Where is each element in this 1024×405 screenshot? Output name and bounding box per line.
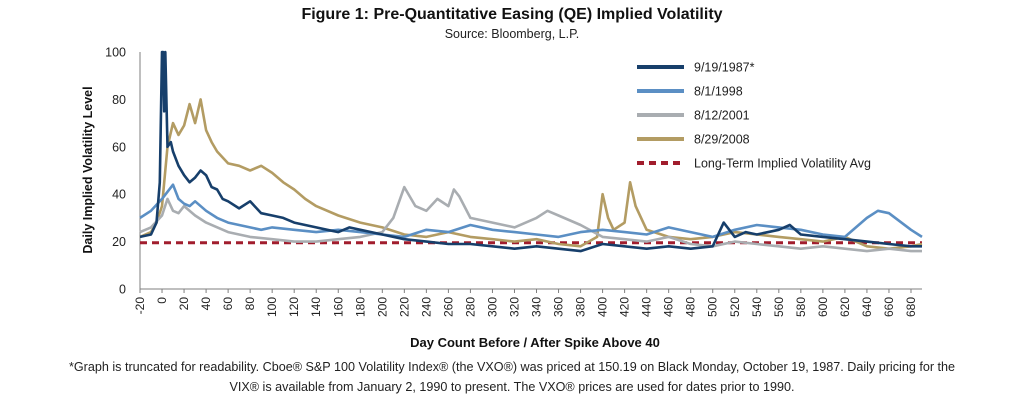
y-tick-label: 60 <box>112 140 126 154</box>
x-tick-label: 400 <box>596 297 610 317</box>
x-tick-label: 120 <box>287 297 301 317</box>
footnote-line-1: *Graph is truncated for readability. Cbo… <box>68 360 956 374</box>
x-tick-label: 220 <box>397 297 411 317</box>
x-tick-label: 320 <box>507 297 521 317</box>
y-axis-label: Daily Implied Volatility Level <box>81 86 95 253</box>
chart-title: Figure 1: Pre-Quantitative Easing (QE) I… <box>301 6 723 23</box>
x-tick-label: 520 <box>728 297 742 317</box>
series-line-8-29-2008 <box>139 98 923 250</box>
y-tick-label: 80 <box>112 93 126 107</box>
x-tick-label: 500 <box>706 297 720 317</box>
y-tick-label: 40 <box>112 188 126 202</box>
x-tick-label: 420 <box>618 297 632 317</box>
x-tick-label: 160 <box>331 297 345 317</box>
legend-label-long-term-implied-volatility-avg: Long-Term Implied Volatility Avg <box>694 157 871 171</box>
x-tick-label: -20 <box>133 297 147 315</box>
x-tick-label: 140 <box>309 297 323 317</box>
y-tick-label: 20 <box>112 235 126 249</box>
x-tick-label: 540 <box>750 297 764 317</box>
x-tick-label: 480 <box>684 297 698 317</box>
x-tick-label: 660 <box>882 297 896 317</box>
x-tick-label: 240 <box>419 297 433 317</box>
x-tick-label: 80 <box>243 297 257 311</box>
x-tick-label: 460 <box>662 297 676 317</box>
x-tick-label: 20 <box>177 297 191 311</box>
y-tick-label: 100 <box>105 46 126 60</box>
x-tick-label: 280 <box>463 297 477 317</box>
series-line-8-12-2001 <box>139 185 922 253</box>
legend-label-9-19-1987: 9/19/1987* <box>694 61 755 75</box>
x-tick-label: 40 <box>199 297 213 311</box>
x-tick-label: 640 <box>860 297 874 317</box>
footnote-line-2: VIX® is available from January 2, 1990 t… <box>229 380 795 394</box>
series-line-9-19-1987 <box>139 50 922 253</box>
x-tick-label: 260 <box>441 297 455 317</box>
x-tick-label: 440 <box>640 297 654 317</box>
x-tick-label: 60 <box>221 297 235 311</box>
series-line-8-1-1998 <box>139 183 923 239</box>
x-tick-label: 340 <box>530 297 544 317</box>
x-tick-label: 200 <box>375 297 389 317</box>
x-tick-label: 620 <box>838 297 852 317</box>
y-tick-label: 0 <box>119 283 126 297</box>
x-tick-label: 300 <box>485 297 499 317</box>
chart-subtitle: Source: Bloomberg, L.P. <box>444 27 580 41</box>
legend-label-8-29-2008: 8/29/2008 <box>694 133 750 147</box>
x-tick-label: 0 <box>155 297 169 304</box>
x-tick-label: 600 <box>816 297 830 317</box>
x-tick-label: 680 <box>904 297 918 317</box>
x-tick-label: 100 <box>265 297 279 317</box>
x-tick-label: 380 <box>574 297 588 317</box>
x-tick-label: 360 <box>552 297 566 317</box>
legend-label-8-1-1998: 8/1/1998 <box>694 85 743 99</box>
legend-label-8-12-2001: 8/12/2001 <box>694 109 750 123</box>
x-axis-label: Day Count Before / After Spike Above 40 <box>410 335 660 350</box>
x-tick-label: 180 <box>353 297 367 317</box>
x-tick-label: 580 <box>794 297 808 317</box>
x-tick-label: 560 <box>772 297 786 317</box>
